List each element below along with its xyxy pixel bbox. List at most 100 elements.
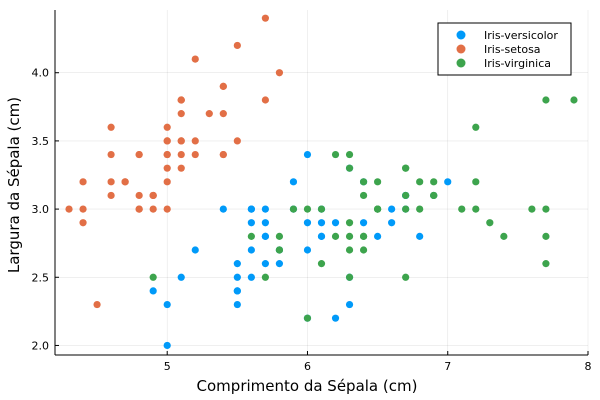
data-point [79, 205, 87, 213]
data-point [303, 205, 312, 213]
data-point [233, 273, 241, 281]
x-tick-label: 8 [585, 360, 592, 373]
data-point [177, 110, 185, 118]
data-point [275, 246, 284, 254]
data-point [163, 341, 171, 350]
data-point [135, 150, 143, 159]
data-point [177, 164, 185, 172]
data-point [444, 178, 452, 186]
data-point [359, 191, 368, 200]
data-point [177, 150, 185, 159]
data-point [93, 300, 101, 309]
data-point [289, 205, 298, 213]
data-point [65, 205, 73, 213]
legend-marker [456, 44, 466, 54]
data-point [149, 191, 157, 200]
data-point [149, 287, 157, 295]
data-point [359, 219, 368, 227]
legend-label: Iris-virginica [484, 57, 551, 70]
data-point [247, 246, 255, 254]
data-point [345, 273, 354, 281]
y-tick-label: 3.0 [32, 203, 50, 216]
y-tick-label: 3.5 [32, 135, 50, 148]
data-point [107, 150, 115, 159]
data-point [177, 273, 185, 281]
data-point [486, 219, 494, 227]
data-point [345, 150, 354, 159]
data-point [163, 150, 171, 159]
axes [54, 10, 589, 356]
data-point [359, 178, 368, 186]
data-point [121, 178, 129, 186]
data-point [331, 232, 340, 240]
data-point [177, 96, 185, 104]
data-point [317, 205, 326, 213]
data-point [402, 191, 410, 200]
data-point [317, 232, 326, 240]
data-point [219, 82, 227, 90]
data-point [261, 14, 269, 22]
data-point [331, 150, 340, 159]
data-point [219, 150, 227, 159]
data-point [275, 260, 284, 268]
data-point [261, 96, 269, 104]
legend-label: Iris-setosa [484, 43, 541, 56]
y-tick-label: 2.0 [32, 339, 50, 352]
data-point [402, 273, 410, 281]
data-point [416, 232, 424, 240]
data-point [177, 137, 185, 145]
data-point [107, 191, 115, 200]
data-point [261, 232, 269, 240]
y-tick-label: 4.0 [32, 67, 50, 80]
data-point [388, 219, 396, 227]
data-point [430, 178, 438, 186]
series-iris-setosa [65, 14, 284, 309]
data-point [163, 123, 171, 131]
data-point [79, 219, 87, 227]
data-point [359, 246, 368, 254]
series-iris-versicolor [149, 150, 452, 350]
data-point [261, 219, 269, 227]
data-point [345, 300, 354, 309]
data-point [542, 260, 550, 268]
data-point [402, 164, 410, 172]
data-point [289, 178, 298, 186]
data-point [107, 123, 115, 131]
legend-marker [456, 58, 466, 68]
data-point [191, 137, 199, 145]
x-tick-label: 6 [304, 360, 311, 373]
data-point [303, 246, 312, 254]
data-point [149, 273, 157, 281]
data-point [261, 273, 269, 281]
data-point [163, 178, 171, 186]
data-point [191, 150, 199, 159]
data-point [542, 96, 550, 104]
data-point [191, 55, 199, 63]
data-point [149, 205, 157, 213]
data-point [542, 232, 550, 240]
data-point [107, 178, 115, 186]
data-point [472, 205, 480, 213]
data-point [374, 205, 382, 213]
data-point [345, 246, 354, 254]
x-tick-label: 5 [164, 360, 171, 373]
data-point [261, 260, 269, 268]
data-point [542, 205, 550, 213]
data-point [500, 232, 508, 240]
data-point [402, 205, 410, 213]
data-point [472, 178, 480, 186]
data-point [388, 205, 396, 213]
data-point [303, 314, 312, 322]
series-iris-virginica [149, 96, 578, 322]
data-point [219, 205, 227, 213]
data-point [345, 232, 354, 240]
data-point [374, 232, 382, 240]
data-point [416, 178, 424, 186]
data-point [317, 219, 326, 227]
data-point [374, 178, 382, 186]
data-point [233, 300, 241, 309]
data-point [275, 232, 284, 240]
data-point [233, 287, 241, 295]
data-point [219, 110, 227, 118]
